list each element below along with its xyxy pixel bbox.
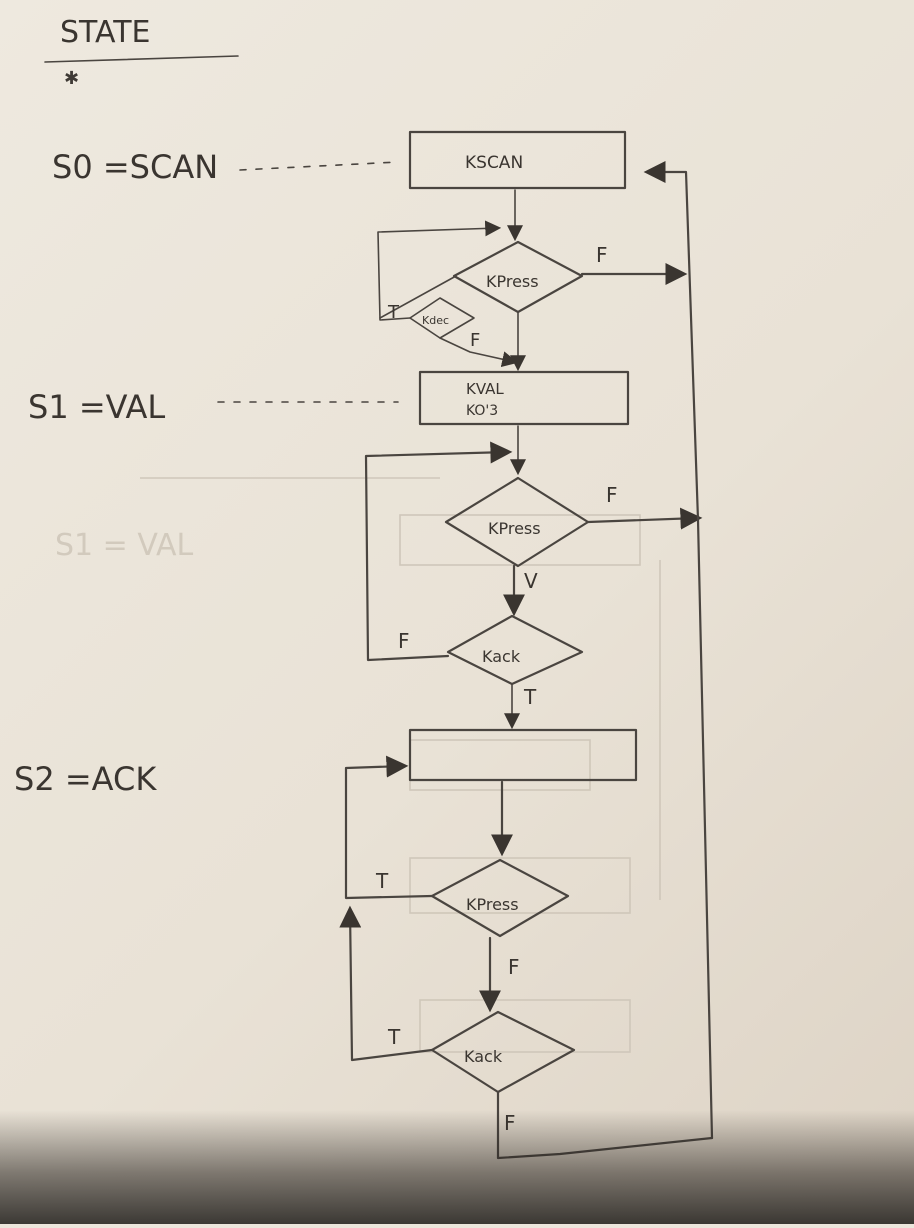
edge-kpress3-true-loop [344,755,434,900]
kack-1-label: Kack [482,647,521,666]
edge-kack2-true-loop [339,905,434,1062]
edge-kack2-false [496,1090,714,1160]
kscan-label: KSCAN [465,153,523,173]
edge-kpress1-to-kdec [379,275,457,319]
kval-box [418,370,630,426]
kpress-3-label: KPress [466,895,519,914]
state-label-s2: S2 =ACK [14,760,157,798]
ack-box [408,728,638,782]
state-label-s1: S1 =VAL [28,388,165,426]
kpress2-false-label: F [606,483,618,507]
kpress-1-label: KPress [486,272,539,291]
kdec-label: Kdec [422,314,449,327]
kscan-box [408,130,627,190]
title-underline [44,55,239,63]
page-title: STATE [60,15,151,50]
state-label-s0: S0 =SCAN [52,148,218,186]
return-rail-to-kscan [643,161,714,1140]
kdec-false-label: F [470,330,480,351]
ink-mark: ✱ [64,68,79,89]
kack2-true-label: T [387,1025,401,1049]
kpress-2-label: KPress [488,519,541,538]
kpress3-false-label: F [508,955,520,979]
kpress2-true-label: V [524,569,538,593]
kval-label-line1: KVAL [466,380,504,398]
edge-kpress2-false [586,507,703,530]
kpress-decision-2 [444,476,590,568]
kpress1-false-label: F [596,243,608,267]
kdec-true-label: T [387,302,400,323]
edge-kack1-false-loop [364,441,513,662]
kack-2-label: Kack [464,1047,503,1066]
faint-ghost-sketch: S1 = VAL [55,477,661,1053]
kpress-decision-3 [430,858,570,938]
kack1-false-label: F [398,629,410,653]
kack2-false-label: F [504,1111,516,1135]
edge-kdec-false [439,337,519,368]
edge-kdec-true-loop [377,220,502,321]
kval-label-line2: KO'3 [466,403,498,419]
kpress3-true-label: T [375,869,389,893]
faint-state-label: S1 = VAL [55,528,193,563]
kack1-true-label: T [523,685,537,709]
s0-leader [239,161,399,171]
